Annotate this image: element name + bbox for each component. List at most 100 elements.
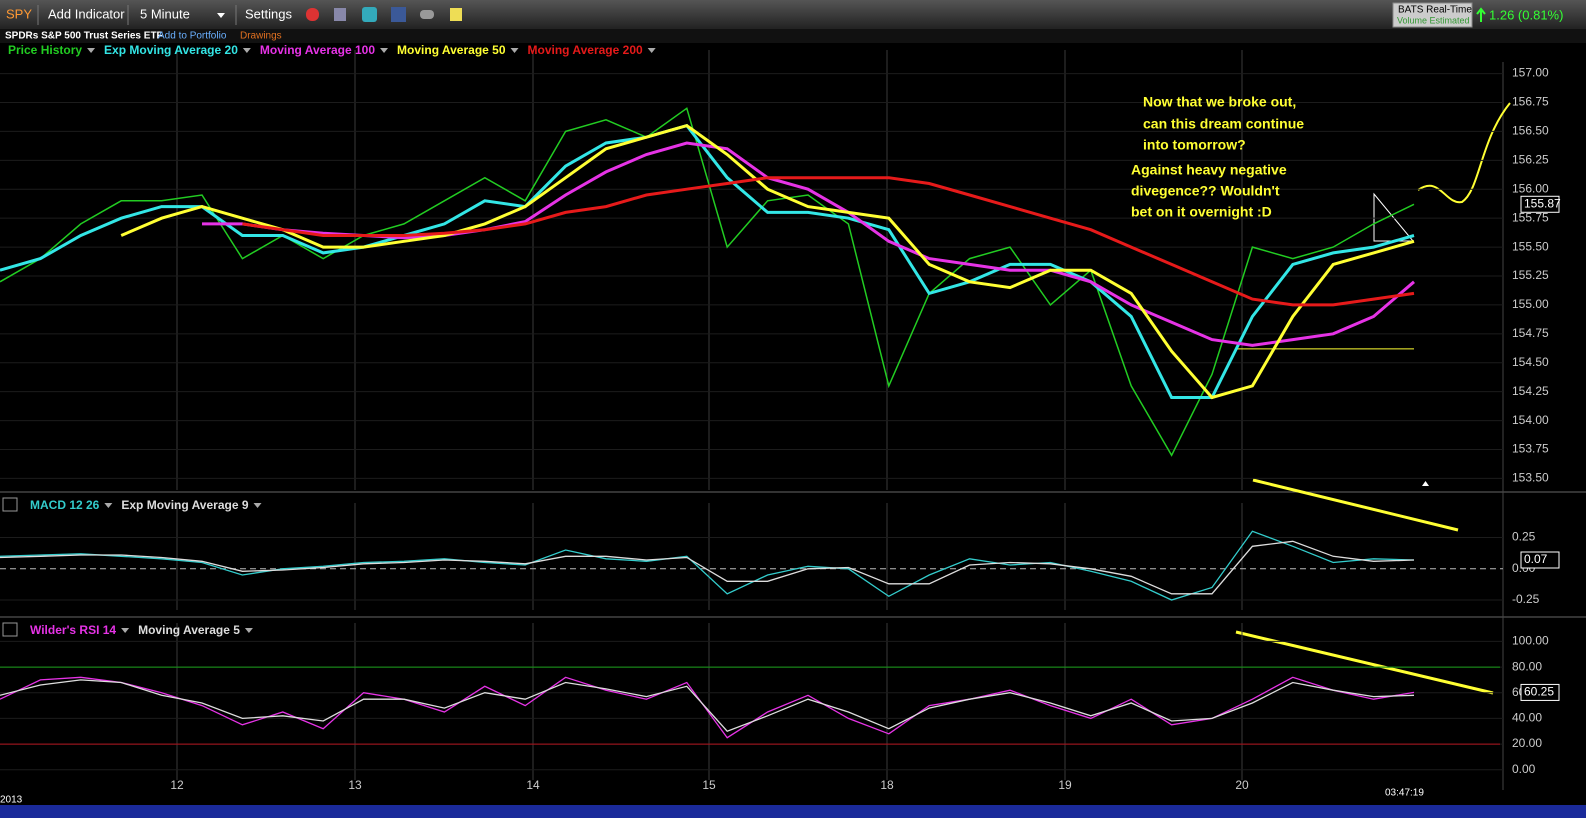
y-tick-label: 153.50 <box>1512 471 1549 485</box>
last-value-box <box>1520 683 1560 701</box>
legend-entry: Moving Average 5 <box>138 623 240 637</box>
y-tick-label: 155.75 <box>1512 210 1549 224</box>
series-line <box>0 107 1415 457</box>
volume-note: Volume Estimated <box>1397 15 1470 25</box>
legend-arrow <box>647 48 656 53</box>
series-line <box>202 141 1415 347</box>
y-tick-label: 156.00 <box>1512 181 1549 195</box>
y-tick-label: 80.00 <box>1512 659 1542 673</box>
legend-entry: Wilder's RSI 14 <box>30 623 116 637</box>
year: 2013 <box>0 795 23 806</box>
y-tick-label: 100.00 <box>1512 634 1549 648</box>
twitter-icon[interactable] <box>362 7 377 22</box>
trend-drawing <box>1235 630 1494 695</box>
x-tick-label: 14 <box>526 778 540 792</box>
annotation: Against heavy negative <box>1131 162 1287 178</box>
triangle-drawing <box>1373 192 1415 242</box>
legend-entry: Moving Average 200 <box>528 43 643 57</box>
legend-entry: Moving Average 100 <box>260 43 375 57</box>
symbol[interactable]: SPY <box>6 6 32 21</box>
y-tick-label: 156.50 <box>1512 124 1549 138</box>
y-tick-label: 0.25 <box>1512 530 1536 544</box>
x-tick-label: 15 <box>702 778 716 792</box>
series-line <box>0 540 1415 595</box>
legend-entry: Exp Moving Average 20 <box>104 43 238 57</box>
y-tick-label: 154.75 <box>1512 326 1549 340</box>
binoculars-icon[interactable] <box>420 10 434 19</box>
last-value: 155.87 <box>1524 196 1561 210</box>
legend-arrow <box>87 48 96 53</box>
series-line <box>242 176 1415 307</box>
security-name: SPDRs S&P 500 Trust Series ETF <box>5 31 163 42</box>
projection-drawing <box>1417 102 1511 204</box>
drawings[interactable]: Drawings <box>240 31 282 42</box>
y-tick-label: 157.00 <box>1512 66 1549 80</box>
x-tick-label: 19 <box>1058 778 1072 792</box>
toolbar <box>0 0 1586 29</box>
dropdown-arrow <box>217 13 225 18</box>
y-tick-label: 156.75 <box>1512 95 1549 109</box>
legend-arrow <box>253 503 262 508</box>
scrollbar[interactable] <box>0 805 1586 818</box>
y-tick-label: 154.50 <box>1512 355 1549 369</box>
legend-arrow <box>244 628 253 633</box>
x-tick-label: 20 <box>1235 778 1249 792</box>
alarm-icon[interactable] <box>306 8 319 21</box>
y-tick-label: 40.00 <box>1512 711 1542 725</box>
close-pane[interactable] <box>2 497 18 512</box>
y-tick-label: 156.25 <box>1512 152 1549 166</box>
series-line <box>0 530 1415 601</box>
legend-arrow <box>104 503 113 508</box>
sticky-note-icon[interactable] <box>450 8 462 21</box>
last-value-box <box>1520 195 1560 213</box>
trend-drawing <box>1252 478 1459 532</box>
legend-entry: MACD 12 26 <box>30 498 100 512</box>
legend-arrow <box>510 48 519 53</box>
info-bar <box>0 29 1586 43</box>
legend-arrow <box>380 48 389 53</box>
x-tick-label: 13 <box>348 778 362 792</box>
add-indicator[interactable]: Add Indicator <box>48 6 125 21</box>
series-line <box>120 123 1415 400</box>
close-pane[interactable] <box>2 622 18 637</box>
legend-entry: Exp Moving Average 9 <box>121 498 248 512</box>
legend-entry: Price History <box>8 43 82 57</box>
add-to-portfolio[interactable]: Add to Portfolio <box>158 31 227 42</box>
legend-entry: Moving Average 50 <box>397 43 506 57</box>
notes-icon[interactable] <box>334 8 346 21</box>
last-value: 0.07 <box>1524 552 1548 566</box>
last-value-box <box>1520 551 1560 569</box>
series-line <box>0 123 1415 399</box>
series-line <box>0 676 1415 739</box>
y-tick-label: 155.50 <box>1512 239 1549 253</box>
feed: BATS Real-Time <box>1398 5 1472 16</box>
legend-arrow <box>121 628 130 633</box>
y-tick-label: 20.00 <box>1512 736 1542 750</box>
legend-arrow <box>242 48 251 53</box>
y-tick-label: 153.75 <box>1512 442 1549 456</box>
clock: 03:47:19 <box>1385 788 1424 799</box>
feed-box <box>1392 2 1473 28</box>
annotation: divegence?? Wouldn't <box>1131 183 1280 199</box>
y-tick-label: 155.25 <box>1512 268 1549 282</box>
annotation: can this dream continue <box>1143 116 1304 132</box>
y-tick-label: 0.00 <box>1512 762 1536 776</box>
y-tick-label: 155.00 <box>1512 297 1549 311</box>
y-tick-label: -0.25 <box>1512 592 1540 606</box>
y-tick-label: 154.25 <box>1512 384 1549 398</box>
x-tick-label: 18 <box>880 778 894 792</box>
interval-select[interactable]: 5 Minute <box>140 6 190 21</box>
y-tick-label: 154.00 <box>1512 413 1549 427</box>
annotation: into tomorrow? <box>1143 137 1246 153</box>
annotation: Now that we broke out, <box>1143 94 1296 110</box>
last-value: 60.25 <box>1524 685 1554 699</box>
marker <box>1422 481 1429 486</box>
x-tick-label: 12 <box>170 778 184 792</box>
up-arrow <box>1476 7 1486 22</box>
facebook-icon[interactable] <box>391 7 406 22</box>
settings[interactable]: Settings <box>245 6 292 21</box>
change: 1.26 (0.81%) <box>1489 7 1563 22</box>
series-line <box>0 679 1415 732</box>
